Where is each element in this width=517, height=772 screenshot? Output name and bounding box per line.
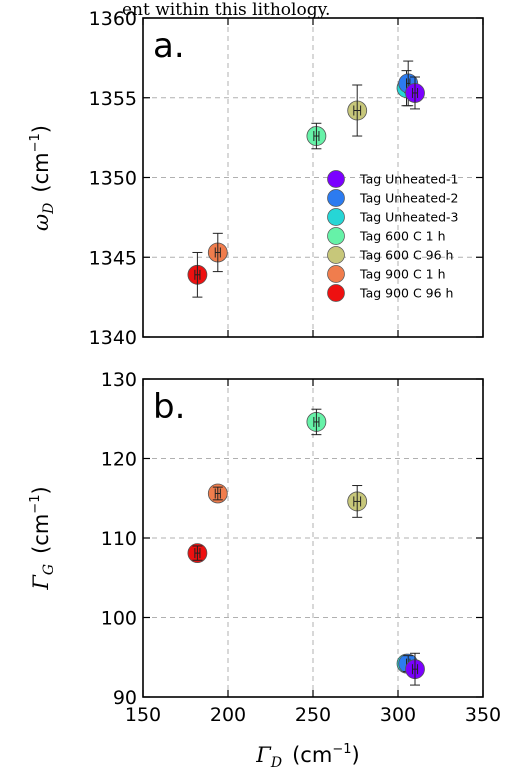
panel-b-point — [187, 543, 208, 564]
panel-a-ytick-label: 1355 — [89, 88, 137, 110]
panel-b-point — [306, 408, 327, 436]
panel-b-ytick-label: 100 — [101, 608, 137, 630]
panel-a-legend-marker — [327, 208, 345, 226]
panel-a-legend-label: Tag 600 C 96 h — [359, 248, 453, 263]
panel-a-legend-label: Tag 600 C 1 h — [359, 229, 446, 244]
panel-b-xtick-label: 200 — [210, 704, 246, 726]
panel-b-ytick-label: 130 — [101, 369, 137, 391]
panel-b-xtick-label: 300 — [380, 704, 416, 726]
panel-a-point — [207, 232, 228, 273]
panel-a-label: a. — [153, 26, 185, 66]
panel-b-ytick-label: 120 — [101, 449, 137, 471]
panel-a-point — [187, 251, 208, 298]
panel-b-point — [347, 485, 368, 518]
panel-a-ylabel: ωD(cm−1) — [28, 125, 57, 231]
panel-a-ytick-label: 1360 — [89, 8, 137, 30]
panel-b-point — [207, 483, 228, 504]
panel-b-xlabel: ΓD (cm−1) — [255, 742, 359, 771]
panel-a-legend-marker — [327, 246, 345, 264]
panel-a-legend-label: Tag 900 C 96 h — [359, 286, 453, 301]
panel-a-ytick-label: 1345 — [89, 247, 137, 269]
caption-text: ent within this lithology. — [122, 0, 331, 20]
panel-a-legend-marker — [327, 227, 345, 245]
panel-a-point — [306, 122, 327, 150]
panel-a-legend-label: Tag 900 C 1 h — [359, 267, 446, 282]
panel-b-ytick-label: 110 — [101, 528, 137, 550]
panel-b-ylabel: ΓG(cm−1) — [28, 486, 57, 590]
panel-a-point — [347, 84, 368, 137]
panel-b-xtick-label: 250 — [295, 704, 331, 726]
panel-b: 90 100 110 120 130 150 200 250 300 350 b. — [101, 369, 501, 726]
panel-a-legend-label: Tag Unheated-3 — [359, 210, 458, 225]
panel-a-legend-marker — [327, 265, 345, 283]
panel-a-ytick-label: 1350 — [89, 168, 137, 190]
panel-a-legend-label: Tag Unheated-1 — [359, 172, 458, 187]
panel-a-legend-marker — [327, 189, 345, 207]
panel-b-ytick-label: 90 — [113, 687, 137, 709]
panel-a-legend-marker — [327, 170, 345, 188]
panel-b-point — [405, 652, 425, 686]
panel-a-point — [405, 76, 425, 110]
panel-b-label: b. — [153, 387, 185, 427]
panel-b-xtick-label: 350 — [465, 704, 501, 726]
panel-a: 1340 1345 1350 1355 1360 a. Tag Unheated-1 Tag … — [89, 8, 484, 349]
panel-b-xtick-label: 150 — [125, 704, 161, 726]
panel-a-legend-label: Tag Unheated-2 — [359, 191, 458, 206]
panel-a-ytick-label: 1340 — [89, 327, 137, 349]
panel-a-legend-marker — [327, 284, 345, 302]
